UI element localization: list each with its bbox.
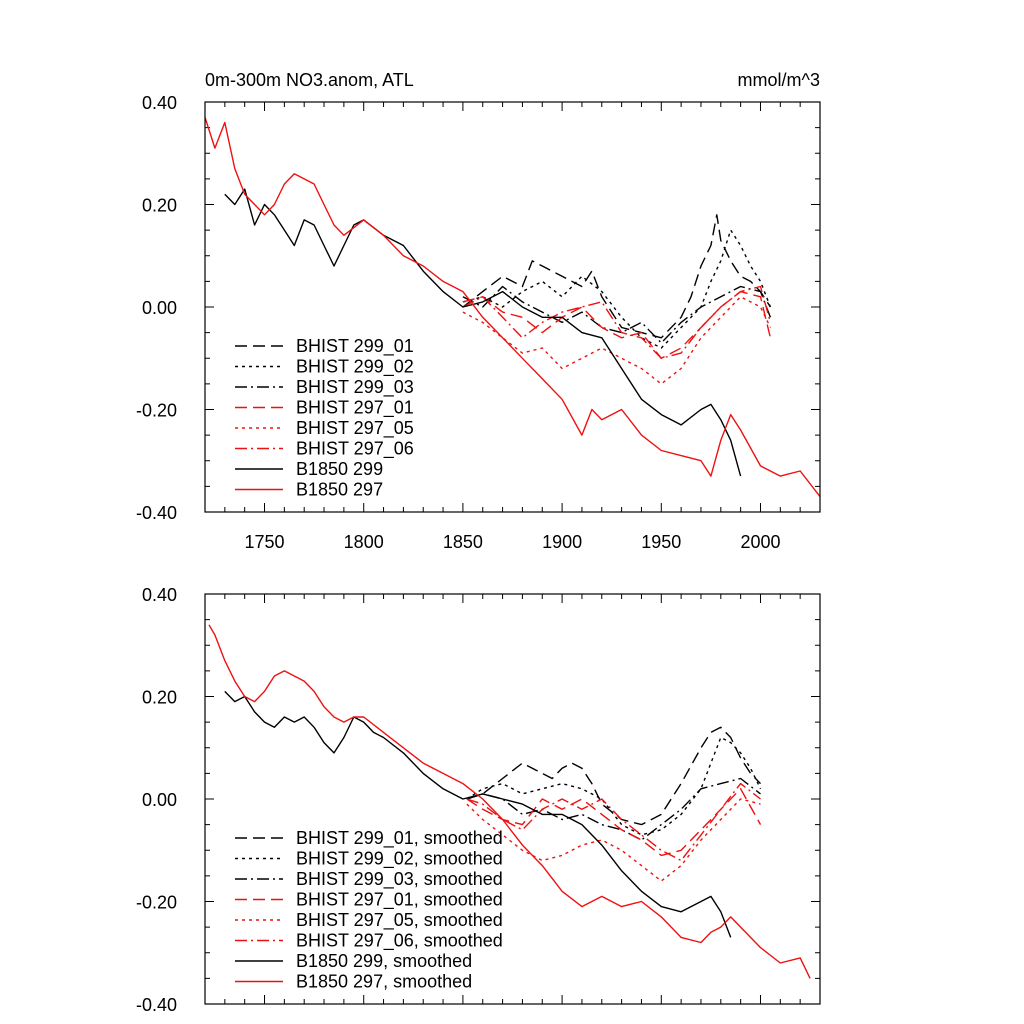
x-tick-label: 1850 [443, 532, 483, 552]
legend-label: BHIST 299_02 [296, 357, 414, 378]
legend-label: BHIST 299_01 [296, 336, 414, 357]
series-line [466, 788, 762, 857]
top-panel: 0m-300m NO3.anom, ATL mmol/m^3 -0.40 -0.2… [136, 70, 821, 552]
y-tick-label: -0.40 [136, 995, 177, 1015]
y-tick-label: -0.40 [136, 503, 177, 523]
bottom-panel: -0.40 -0.20 0.00 0.20 0.40 BHIST 299_01, smo… [136, 585, 821, 1015]
legend-label: B1850 299 [296, 459, 383, 479]
series-line [462, 290, 772, 359]
y-tick-label: -0.20 [136, 401, 177, 421]
series-line [224, 690, 732, 938]
series-line [466, 726, 762, 826]
top-x-tick-labels: 1750 1800 1850 1900 1950 2000 [244, 532, 780, 552]
legend-label: B1850 297 [296, 480, 383, 500]
series-line [224, 188, 742, 477]
legend-label: B1850 297, smoothed [296, 972, 472, 992]
x-tick-label: 1900 [542, 532, 582, 552]
top-plot-frame [204, 101, 821, 513]
y-tick-label: 0.40 [142, 585, 177, 605]
y-tick-label: 0.00 [142, 790, 177, 810]
legend-label: BHIST 297_01, smoothed [296, 890, 503, 911]
y-tick-label: 0.20 [142, 196, 177, 216]
legend-label: BHIST 297_05, smoothed [296, 910, 503, 931]
series-line [462, 229, 772, 349]
x-tick-label: 1750 [244, 532, 284, 552]
y-tick-label: 0.20 [142, 688, 177, 708]
y-tick-label: -0.20 [136, 893, 177, 913]
series-line [466, 798, 761, 882]
series-line [466, 736, 762, 836]
top-series-lines [204, 117, 821, 498]
bottom-plot-frame [204, 593, 821, 1005]
x-tick-label: 2000 [740, 532, 780, 552]
series-line [204, 117, 821, 498]
legend-label: BHIST 299_01, smoothed [296, 828, 503, 849]
series-line [208, 624, 811, 979]
x-tick-label: 1800 [344, 532, 384, 552]
series-line [462, 214, 771, 339]
legend-label: BHIST 299_03, smoothed [296, 869, 503, 890]
chart-units: mmol/m^3 [738, 70, 820, 90]
legend-label: BHIST 299_02, smoothed [296, 849, 503, 870]
legend-label: BHIST 297_01 [296, 398, 414, 419]
legend-label: BHIST 297_05 [296, 418, 414, 439]
y-tick-label: 0.40 [142, 93, 177, 113]
series-line [462, 285, 772, 359]
bottom-ticks [205, 593, 820, 1005]
bottom-y-tick-labels: -0.40 -0.20 0.00 0.20 0.40 [136, 585, 177, 1015]
chart-title: 0m-300m NO3.anom, ATL [205, 70, 414, 90]
series-line [466, 782, 761, 862]
y-tick-label: 0.00 [142, 298, 177, 318]
legend-label: BHIST 299_03 [296, 377, 414, 398]
top-y-tick-labels: -0.40 -0.20 0.00 0.20 0.40 [136, 93, 177, 523]
bottom-series-lines [208, 624, 811, 979]
legend-label: B1850 299, smoothed [296, 951, 472, 971]
series-line [462, 285, 772, 344]
x-tick-label: 1950 [641, 532, 681, 552]
legend-label: BHIST 297_06, smoothed [296, 931, 503, 952]
series-line [462, 296, 772, 385]
series-line [466, 777, 761, 841]
legend-label: BHIST 297_06 [296, 439, 414, 460]
